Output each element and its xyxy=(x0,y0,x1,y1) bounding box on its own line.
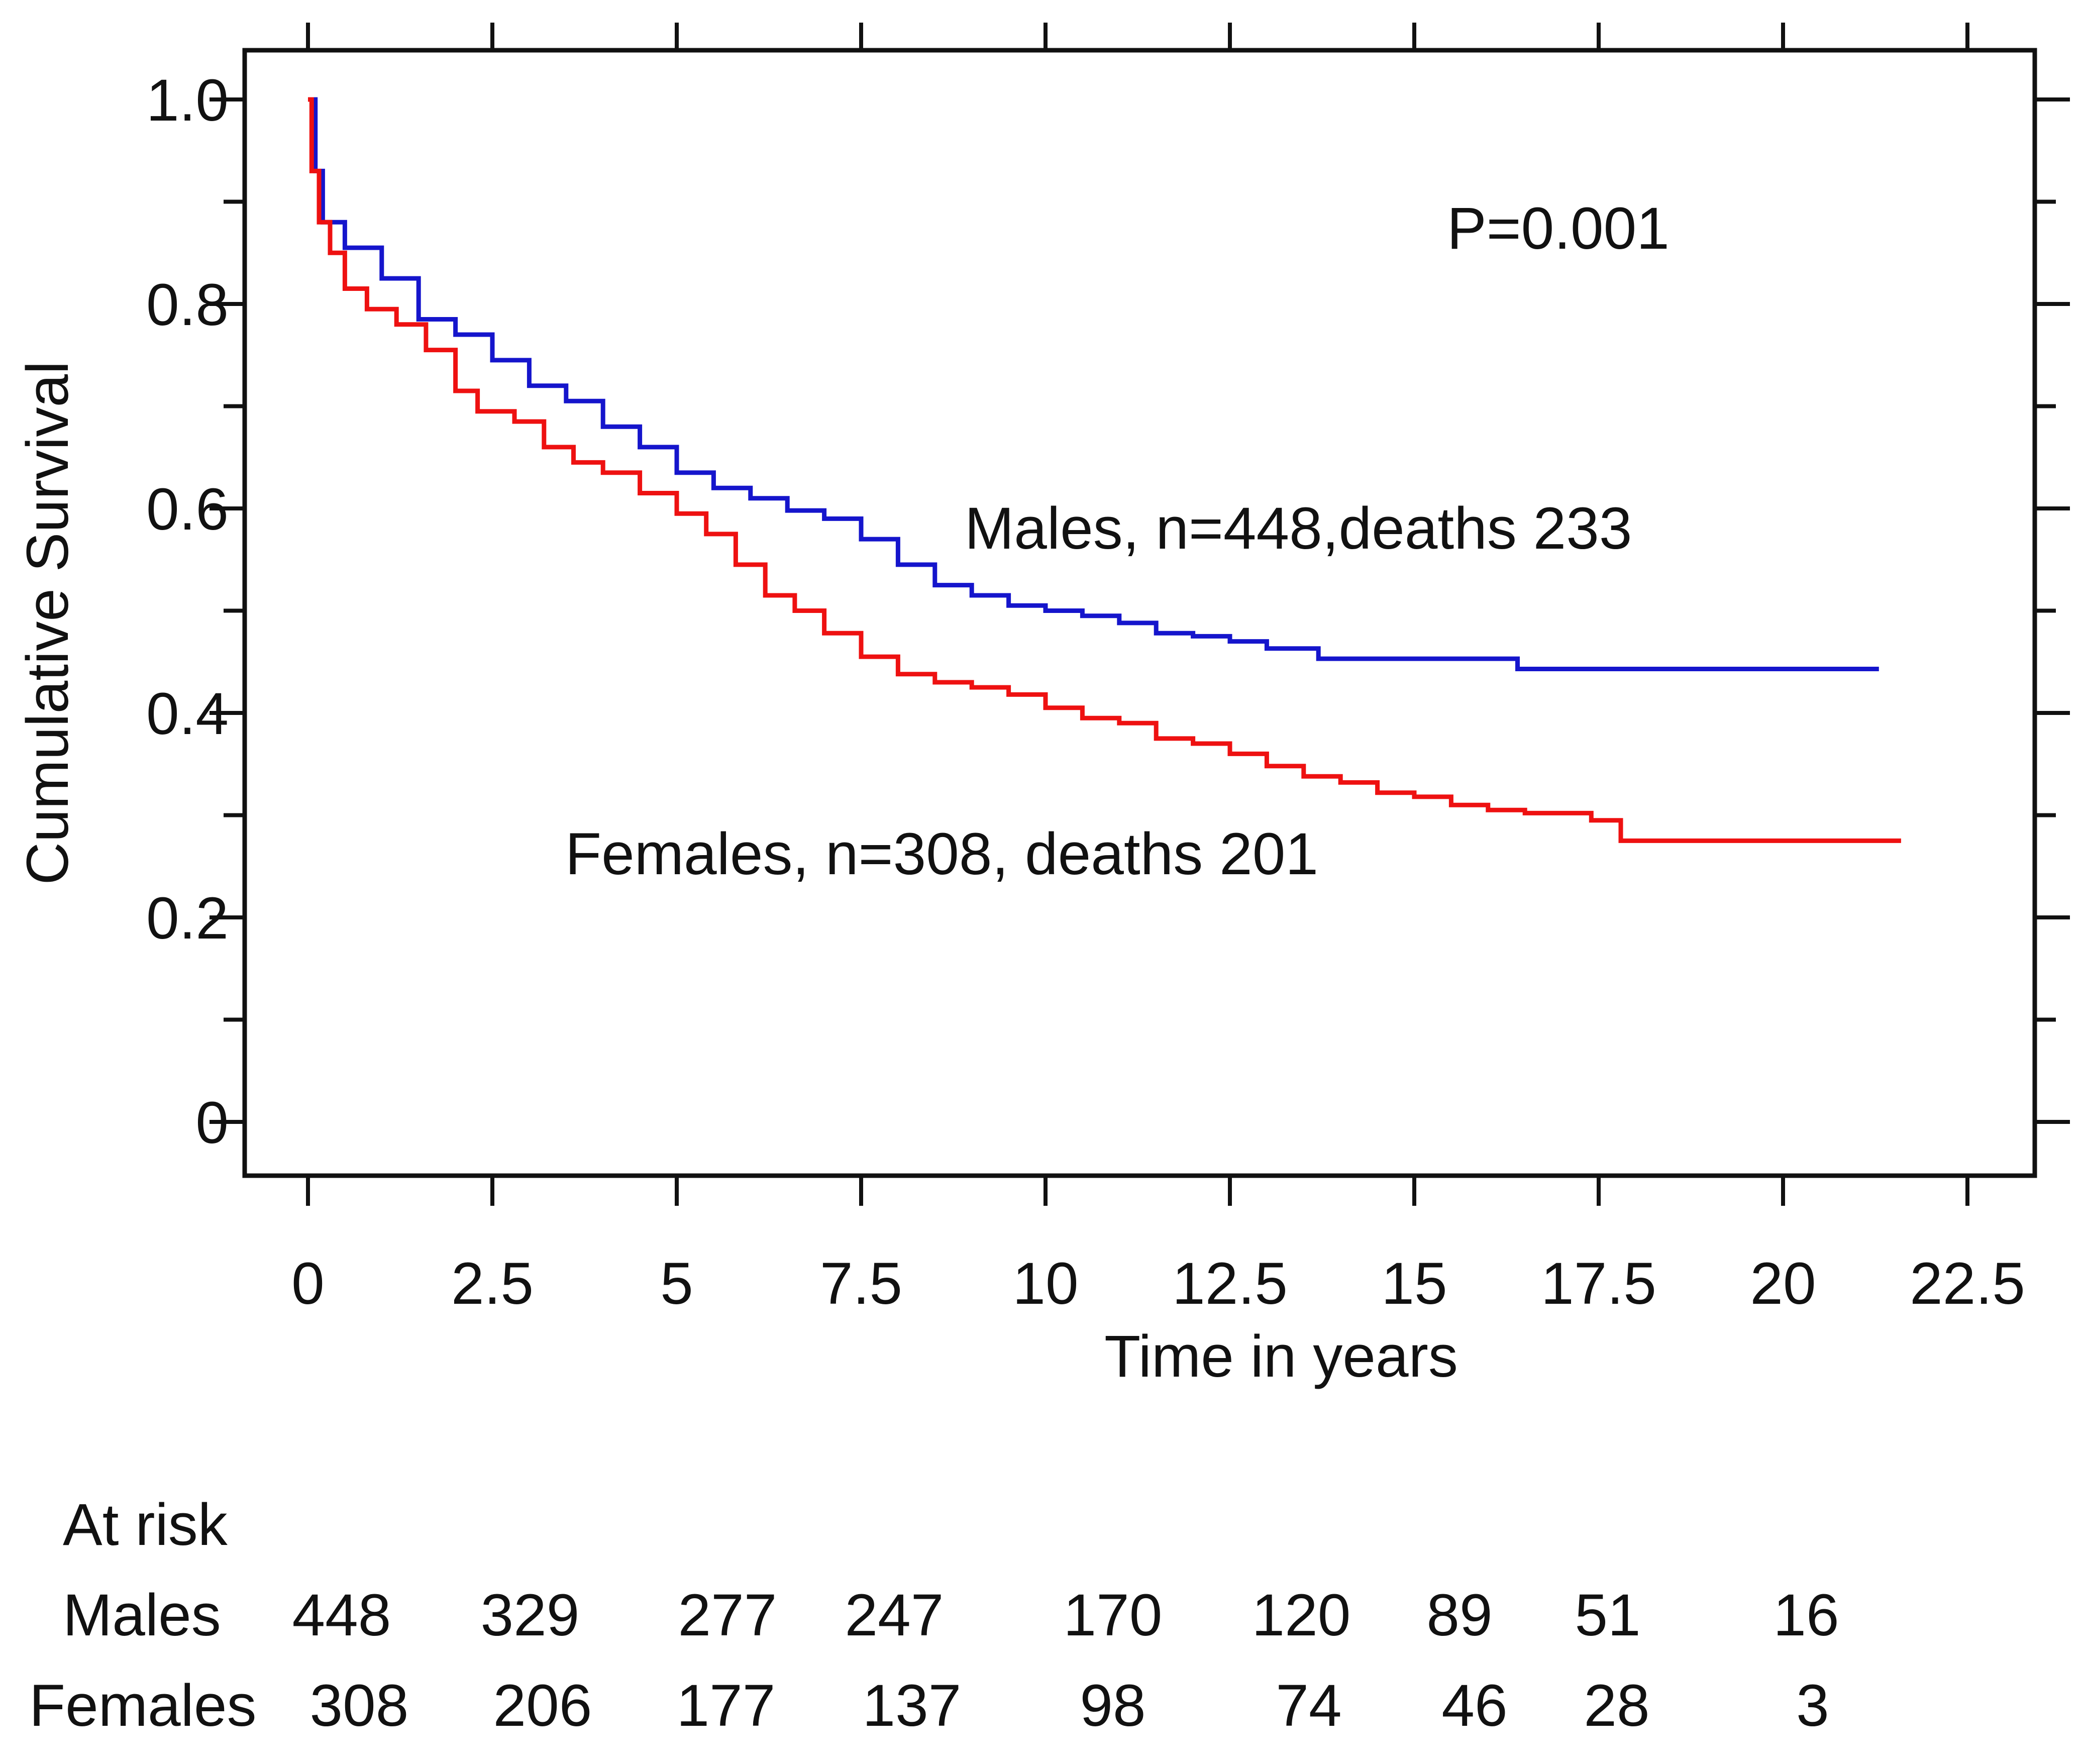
at-risk-females-value-4: 98 xyxy=(1080,1673,1145,1739)
at-risk-males-value-6: 89 xyxy=(1426,1582,1492,1648)
y-axis-ticks xyxy=(210,97,2070,1124)
at-risk-males-value-3: 247 xyxy=(845,1582,944,1648)
x-tick-label-3: 7.5 xyxy=(820,1251,902,1317)
x-tick-label-4: 10 xyxy=(1012,1251,1078,1317)
y-tick-label-2: 0.4 xyxy=(146,681,229,747)
at-risk-males-value-4: 170 xyxy=(1064,1582,1163,1648)
at-risk-males-value-7: 51 xyxy=(1575,1582,1640,1648)
y-tick-label-3: 0.6 xyxy=(146,476,229,543)
y-tick-label-4: 0.8 xyxy=(146,272,229,338)
x-tick-label-2: 5 xyxy=(660,1251,693,1317)
plot-frame xyxy=(242,48,2037,1178)
at-risk-females-value-7: 28 xyxy=(1584,1673,1649,1739)
y-axis-label: Cumulative Survival xyxy=(15,361,81,885)
x-axis-ticks xyxy=(306,23,1969,1206)
females-series-annotation: Females, n=308, deaths 201 xyxy=(565,821,1318,887)
at-risk-females-value-8: 3 xyxy=(1796,1673,1829,1739)
at-risk-males-value-8: 16 xyxy=(1773,1582,1839,1648)
at-risk-females-value-3: 137 xyxy=(863,1673,962,1739)
y-axis-tick-labels: 0 0.2 0.4 0.6 0.8 1.0 xyxy=(146,67,229,1156)
x-tick-label-9: 22.5 xyxy=(1910,1251,2025,1317)
x-tick-label-5: 12.5 xyxy=(1172,1251,1288,1317)
y-tick-label-0: 0 xyxy=(195,1090,229,1156)
x-tick-label-0: 0 xyxy=(291,1251,325,1317)
at-risk-females-value-0: 308 xyxy=(310,1673,409,1739)
at-risk-females-value-1: 206 xyxy=(493,1673,592,1739)
at-risk-row-label-males: Males xyxy=(63,1582,221,1648)
at-risk-males-value-5: 120 xyxy=(1252,1582,1351,1648)
at-risk-males-value-2: 277 xyxy=(678,1582,777,1648)
x-axis-label: Time in years xyxy=(1104,1323,1458,1390)
males-series-annotation: Males, n=448,deaths 233 xyxy=(965,495,1632,562)
x-tick-label-7: 17.5 xyxy=(1541,1251,1656,1317)
at-risk-row-label-females: Females xyxy=(29,1673,256,1739)
x-axis-tick-labels: 0 2.5 5 7.5 10 12.5 15 17.5 20 22.5 xyxy=(291,1251,2025,1317)
x-tick-label-6: 15 xyxy=(1381,1251,1447,1317)
at-risk-males-value-1: 329 xyxy=(481,1582,580,1648)
at-risk-males-value-0: 448 xyxy=(292,1582,391,1648)
at-risk-females-value-2: 177 xyxy=(677,1673,776,1739)
at-risk-table: Males 448 329 277 247 170 120 89 51 16 Females 308 2… xyxy=(29,1582,1839,1739)
x-tick-label-8: 20 xyxy=(1750,1251,1816,1317)
x-tick-label-1: 2.5 xyxy=(451,1251,534,1317)
p-value-annotation: P=0.001 xyxy=(1447,195,1670,262)
y-tick-label-5: 1.0 xyxy=(146,67,229,134)
at-risk-females-value-6: 46 xyxy=(1441,1673,1507,1739)
at-risk-females-value-5: 74 xyxy=(1276,1673,1341,1739)
series-layer xyxy=(308,97,1901,843)
at-risk-heading: At risk xyxy=(63,1492,228,1558)
series-line-females xyxy=(308,97,1901,843)
series-line-males xyxy=(308,97,1879,671)
y-tick-label-1: 0.2 xyxy=(146,885,229,952)
